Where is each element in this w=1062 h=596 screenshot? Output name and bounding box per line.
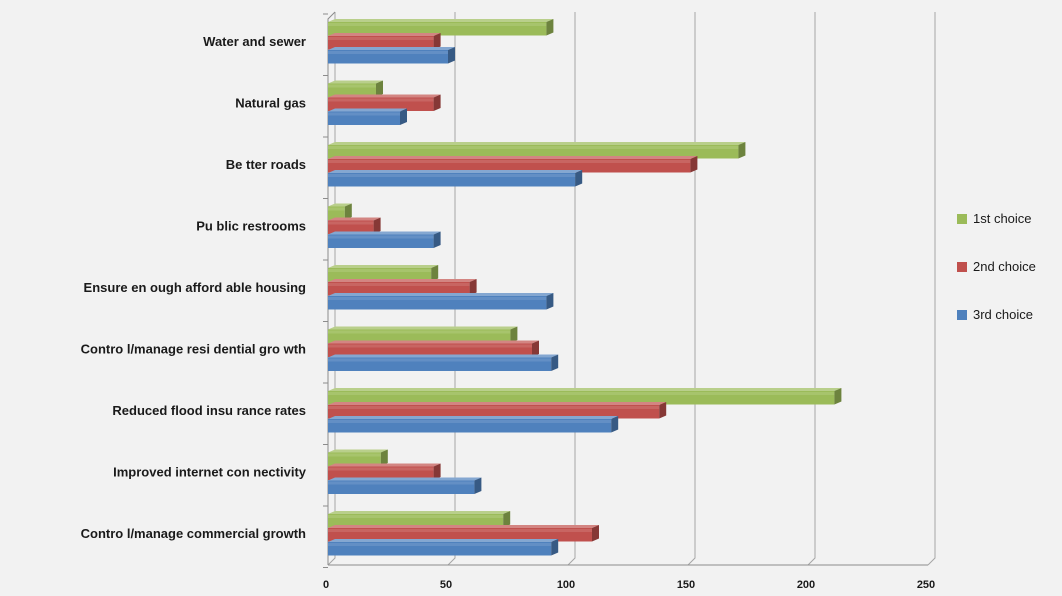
gridline	[927, 12, 936, 566]
x-tick-label: 100	[557, 579, 575, 591]
bar-2nd-choice	[328, 463, 441, 480]
bar-1st-choice	[328, 80, 383, 97]
legend: 1st choice 2nd choice 3rd choice	[957, 211, 1036, 322]
bar-3rd-choice	[328, 108, 407, 125]
bar-2nd-choice	[328, 402, 667, 419]
bar-3rd-choice	[328, 231, 441, 248]
bar-2nd-choice	[328, 217, 381, 234]
bar-2nd-choice	[328, 525, 599, 542]
bar-1st-choice	[328, 449, 388, 466]
gridlines	[327, 12, 936, 566]
bar-1st-choice	[328, 326, 518, 343]
gridline	[567, 12, 576, 566]
bar-1st-choice	[328, 19, 554, 36]
bar-3rd-choice	[328, 293, 554, 310]
bar-1st-choice	[328, 142, 746, 159]
category-label: Natural gas	[235, 96, 306, 111]
category-label: Contro l/manage resi dential gro wth	[81, 342, 306, 357]
bar-3rd-choice	[328, 47, 455, 64]
bar-3rd-choice	[328, 354, 559, 371]
bar-2nd-choice	[328, 340, 539, 357]
gridline	[327, 12, 336, 566]
axes	[323, 11, 928, 568]
x-tick-label: 0	[323, 579, 329, 591]
legend-swatch	[957, 214, 967, 224]
bar-2nd-choice	[328, 279, 477, 296]
x-tick-label: 250	[917, 579, 935, 591]
legend-item: 2nd choice	[957, 259, 1036, 274]
legend-swatch	[957, 262, 967, 272]
category-label: Improved internet con nectivity	[113, 465, 307, 480]
x-tick-labels: 0 50 100 150 200 250	[323, 579, 935, 591]
bar-3rd-choice	[328, 539, 559, 556]
category-label: Contro l/manage commercial growth	[81, 526, 306, 541]
gridline	[807, 12, 816, 566]
bar-2nd-choice	[328, 94, 441, 111]
bar-2nd-choice	[328, 33, 441, 50]
category-label: Pu blic restrooms	[196, 219, 306, 234]
bars	[328, 19, 842, 556]
legend-item: 1st choice	[957, 211, 1032, 226]
legend-label: 3rd choice	[973, 307, 1033, 322]
category-labels: Water and sewer Natural gas Be tter roads P…	[81, 34, 307, 541]
legend-label: 1st choice	[973, 211, 1032, 226]
bar-1st-choice	[328, 388, 842, 405]
x-tick-label: 200	[797, 579, 815, 591]
legend-swatch	[957, 310, 967, 320]
x-tick-label: 150	[677, 579, 695, 591]
legend-item: 3rd choice	[957, 307, 1033, 322]
gridline	[447, 12, 456, 566]
category-label: Water and sewer	[203, 34, 306, 49]
bar-2nd-choice	[328, 156, 698, 173]
bar-1st-choice	[328, 265, 439, 282]
gridline	[687, 12, 696, 566]
bar-1st-choice	[328, 511, 511, 528]
bar-1st-choice	[328, 203, 352, 220]
bar-3rd-choice	[328, 170, 583, 187]
category-label: Ensure en ough afford able housing	[84, 280, 307, 295]
category-label: Reduced flood insu rance rates	[112, 403, 306, 418]
legend-label: 2nd choice	[973, 259, 1036, 274]
x-tick-label: 50	[440, 579, 452, 591]
bar-3rd-choice	[328, 416, 619, 433]
bar-3rd-choice	[328, 477, 482, 494]
category-label: Be tter roads	[226, 157, 306, 172]
